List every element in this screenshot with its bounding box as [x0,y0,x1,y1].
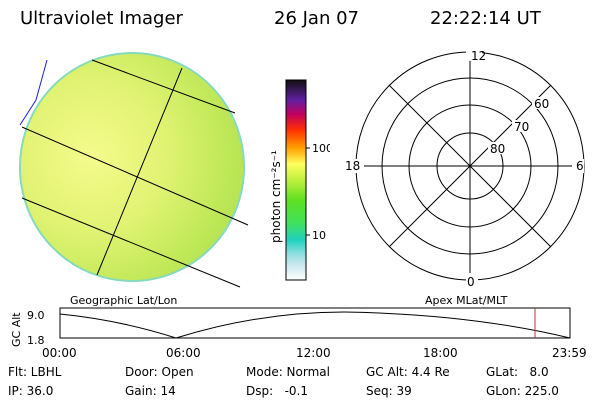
status-glon: GLon: 225.0 [486,384,559,398]
xtick-0000: 00:00 [42,346,77,360]
status-dsp: Dsp: -0.1 [246,384,309,398]
apex-polar-plot: 12 6 0 18 60 70 80 [342,49,585,289]
altitude-curve [59,311,571,339]
status-door: Door: Open [125,365,194,379]
colorbar-tick-10: 10 [312,229,326,242]
apex-grid-label: Apex MLat/MLT [425,294,508,307]
mlt-label-6: 6 [576,159,584,173]
header-date: 26 Jan 07 [274,8,359,29]
altitude-timeline: GC Alt 9.0 1.8 00:00 06:00 12:00 18:00 2… [10,307,587,360]
uv-earth-image [19,52,249,288]
status-ip: IP: 36.0 [8,384,54,398]
mlat-label-80: 80 [490,142,505,156]
status-glat: GLat: 8.0 [486,365,549,379]
ytick-9: 9.0 [27,309,45,322]
colorbar-tick-100: 100 [312,142,330,155]
colorbar-unit-label: photon cm⁻²s⁻¹ [269,150,283,243]
xtick-2359: 23:59 [552,346,587,360]
status-gain: Gain: 14 [125,384,176,398]
status-seq: Seq: 39 [366,384,412,398]
altitude-ylabel: GC Alt [10,312,23,347]
mlat-label-70: 70 [514,120,529,134]
mlat-label-60: 60 [534,97,549,111]
xtick-1800: 18:00 [423,346,458,360]
mlt-label-18: 18 [345,159,360,173]
status-mode: Mode: Normal [246,365,330,379]
geographic-grid-label: Geographic Lat/Lon [70,294,178,307]
mlt-label-0: 0 [467,275,475,289]
header-time: 22:22:14 UT [430,8,541,29]
geo-grid-lines [19,59,249,288]
status-filter: Flt: LBHL [8,365,62,379]
mlt-label-12: 12 [471,49,486,63]
xtick-1200: 12:00 [296,346,331,360]
xtick-0600: 06:00 [166,346,201,360]
status-gc-alt: GC Alt: 4.4 Re [366,365,450,379]
app-title: Ultraviolet Imager [20,8,183,29]
colorbar: 100 10 photon cm⁻²s⁻¹ [269,79,330,281]
ytick-1-8: 1.8 [27,334,45,347]
